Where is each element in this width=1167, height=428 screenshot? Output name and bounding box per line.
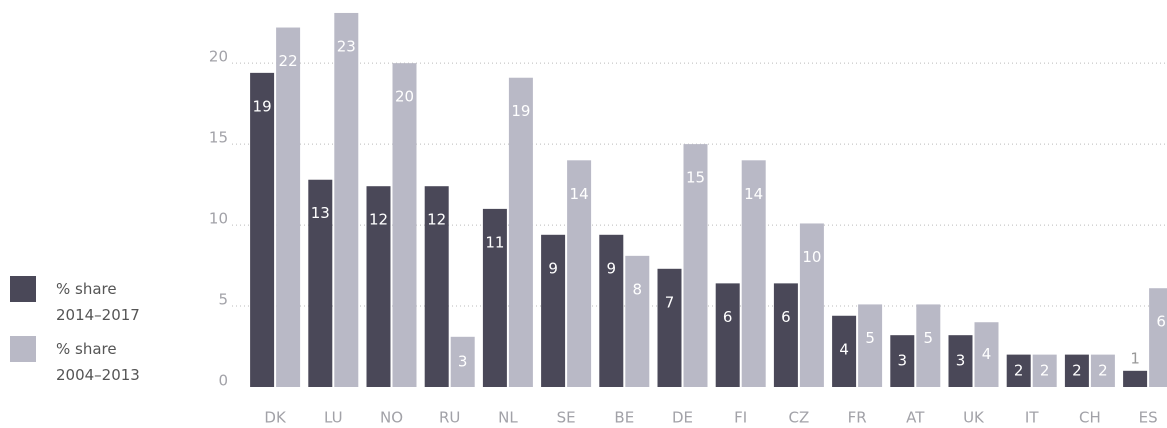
x-tick-label: NL: [498, 409, 518, 427]
data-label: 20: [395, 88, 414, 106]
bar: [392, 63, 417, 387]
data-label: 4: [839, 340, 849, 358]
x-tick-label: FI: [734, 409, 747, 427]
data-label: 2: [1072, 361, 1082, 379]
bar: [858, 304, 883, 387]
bar: [948, 335, 973, 387]
x-tick-label: DE: [672, 409, 693, 427]
data-label: 5: [924, 329, 934, 347]
data-label: 11: [485, 233, 504, 251]
bar: [508, 77, 533, 387]
bar: [567, 160, 592, 387]
data-label: 1: [1130, 349, 1140, 367]
x-tick-label: RU: [439, 409, 460, 427]
x-tick-label: BE: [614, 409, 634, 427]
bar: [1090, 354, 1115, 387]
bar: [799, 223, 824, 387]
data-label: 19: [253, 97, 272, 115]
legend: % share 2014–2017 % share 2004–2013: [10, 276, 160, 396]
bar: [334, 12, 359, 387]
legend-swatch: [10, 276, 36, 302]
legend-item: % share 2014–2017: [10, 276, 160, 328]
data-label: 10: [802, 248, 821, 266]
data-label: 22: [279, 52, 298, 70]
bar: [450, 336, 475, 387]
bar: [1006, 354, 1031, 387]
x-tick-label: CZ: [789, 409, 810, 427]
data-label: 6: [723, 308, 733, 326]
bar: [599, 234, 624, 387]
data-label: 2: [1040, 361, 1050, 379]
x-tick-label: FR: [848, 409, 867, 427]
x-tick-label: CH: [1079, 409, 1101, 427]
data-label: 12: [427, 211, 446, 229]
data-label: 7: [665, 293, 675, 311]
y-tick-label: 0: [218, 372, 228, 390]
legend-label: % share 2014–2017: [56, 280, 140, 324]
bar: [366, 186, 391, 387]
y-tick-label: 20: [209, 48, 228, 66]
data-label: 2: [1014, 361, 1024, 379]
legend-label: % share 2004–2013: [56, 340, 140, 384]
bar: [974, 322, 999, 387]
x-tick-label: IT: [1025, 409, 1039, 427]
bar: [1064, 354, 1089, 387]
bar: [625, 255, 650, 387]
data-label: 14: [744, 185, 763, 203]
data-label: 6: [1156, 313, 1166, 331]
data-label: 9: [607, 259, 617, 277]
data-label: 12: [369, 211, 388, 229]
x-tick-label: AT: [906, 409, 925, 427]
data-label: 15: [686, 169, 705, 187]
legend-swatch: [10, 336, 36, 362]
bar: [916, 304, 941, 387]
bar: [1123, 370, 1148, 387]
y-tick-label: 15: [209, 129, 228, 147]
x-tick-label: NO: [380, 409, 403, 427]
data-label: 5: [865, 329, 875, 347]
data-label: 23: [337, 37, 356, 55]
data-label: 6: [781, 308, 791, 326]
legend-item: % share 2004–2013: [10, 336, 160, 388]
bar: [541, 234, 566, 387]
y-tick-label: 10: [209, 210, 228, 228]
bar: [657, 268, 682, 387]
bar: [741, 160, 766, 387]
bar: [424, 186, 449, 387]
y-tick-label: 5: [218, 291, 228, 309]
data-label: 3: [898, 352, 908, 370]
bar: [890, 335, 915, 387]
bar: [683, 144, 708, 387]
bar: [715, 283, 740, 387]
data-label: 3: [956, 352, 966, 370]
data-label: 2: [1098, 361, 1108, 379]
bar: [308, 179, 333, 387]
data-label: 13: [311, 204, 330, 222]
bar: [773, 283, 798, 387]
x-tick-label: SE: [557, 409, 576, 427]
bar: [1032, 354, 1057, 387]
x-tick-label: DK: [264, 409, 287, 427]
x-tick-label: UK: [963, 409, 985, 427]
data-label: 19: [511, 102, 530, 120]
bar: [482, 208, 507, 387]
bar: [250, 72, 275, 387]
data-label: 8: [633, 280, 643, 298]
data-label: 4: [982, 345, 992, 363]
data-label: 9: [548, 259, 558, 277]
bar: [1149, 288, 1167, 387]
bar: [276, 27, 301, 388]
bar: [832, 315, 857, 387]
x-tick-label: ES: [1139, 409, 1158, 427]
x-tick-label: LU: [324, 409, 343, 427]
data-label: 14: [570, 185, 589, 203]
data-label: 3: [458, 352, 468, 370]
